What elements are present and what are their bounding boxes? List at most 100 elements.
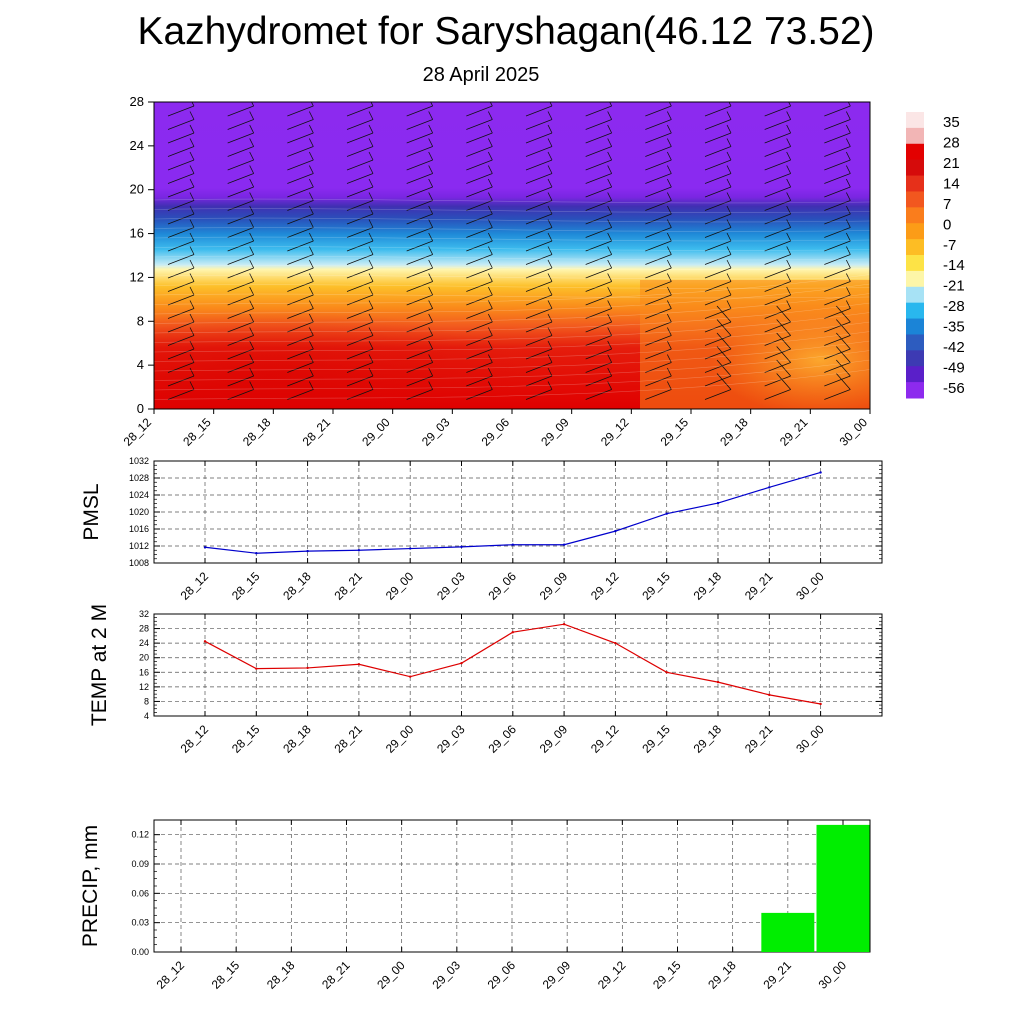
wind-barb	[466, 246, 493, 265]
wind-barb	[346, 102, 374, 117]
wind-barb	[525, 259, 553, 279]
wind-barb	[287, 138, 314, 157]
wind-barb	[585, 286, 613, 306]
wind-barb	[704, 332, 732, 360]
temp-x-tick-label: 29_12	[588, 722, 622, 756]
pmsl-point	[614, 529, 617, 533]
wind-barb	[287, 124, 314, 144]
wind-barb	[704, 300, 732, 319]
contour-line	[154, 198, 870, 204]
pmsl-x-tick-label: 29_21	[742, 569, 776, 603]
wind-barb	[167, 313, 195, 333]
wind-barb	[167, 219, 195, 238]
wind-barb	[585, 313, 613, 333]
temp-y-tick-label: 32	[139, 609, 149, 619]
wind-barb	[406, 232, 434, 252]
wind-barb	[287, 286, 314, 306]
wind-barb	[227, 327, 255, 346]
contour-line	[154, 331, 870, 362]
wind-barb	[406, 124, 434, 144]
colorbar-label: 0	[943, 216, 951, 233]
wind-barb	[466, 381, 493, 400]
wind-barb	[167, 138, 195, 157]
wind-barb	[704, 219, 732, 238]
temp-x-tick-label: 29_06	[485, 722, 519, 756]
wind-barb	[645, 367, 672, 387]
pmsl-x-tick-label: 29_00	[383, 569, 417, 603]
wind-barb	[227, 165, 255, 184]
pmsl-point	[819, 471, 822, 474]
wind-barb	[585, 259, 613, 279]
wind-barb	[227, 273, 255, 292]
contour-line	[154, 236, 870, 242]
temp-x-tick-label: 29_21	[742, 722, 776, 756]
temp-y-tick-label: 28	[139, 624, 149, 634]
wind-barb	[645, 138, 672, 157]
wind-barb	[227, 232, 255, 252]
colorbar-swatch	[906, 239, 924, 256]
wind-barb	[227, 205, 255, 225]
wind-barb	[406, 259, 434, 279]
wind-barb	[585, 165, 613, 184]
wind-barb	[406, 367, 434, 387]
wind-barb	[585, 246, 613, 265]
colorbar-swatch	[906, 191, 924, 208]
wind-barb	[167, 246, 195, 265]
wind-barb	[406, 354, 434, 373]
wind-barb	[704, 373, 732, 400]
wind-barb	[704, 102, 732, 117]
colorbar-swatch	[906, 286, 924, 304]
wind-barb	[525, 246, 553, 265]
wind-barb	[346, 381, 374, 400]
wind-barb	[525, 205, 553, 225]
wind-barb	[704, 151, 732, 171]
precip-y-tick-label: 0.06	[131, 888, 149, 898]
wind-barb	[824, 138, 851, 157]
wind-barb	[764, 219, 792, 238]
precip-bar	[761, 912, 815, 952]
wind-barb	[167, 124, 195, 144]
wind-barb	[764, 232, 792, 252]
wind-barb	[227, 246, 255, 265]
wind-barb	[525, 273, 553, 292]
wind-barb	[645, 192, 672, 211]
wind-barb	[645, 246, 672, 265]
precip-x-tick-label: 29_21	[760, 958, 794, 992]
wind-barb	[406, 138, 434, 157]
precip-y-tick-label: 0.00	[131, 947, 149, 957]
wind-barb	[406, 313, 434, 333]
wind-barb	[585, 192, 613, 211]
temp-point	[819, 702, 822, 706]
wind-barb	[525, 381, 553, 400]
wind-barb	[287, 219, 314, 238]
temp-y-tick-label: 24	[139, 638, 149, 648]
wind-barb	[525, 313, 553, 333]
wind-barb	[466, 354, 493, 373]
wind-barb	[764, 346, 791, 373]
wind-barb	[704, 259, 732, 279]
colorbar-label: -42	[943, 339, 965, 356]
wind-barb	[287, 111, 314, 130]
wind-barb	[406, 165, 434, 184]
heatmap-x-tick-label: 30_00	[837, 415, 871, 449]
heatmap-x-tick-label: 29_18	[717, 415, 751, 449]
colorbar-swatch	[906, 159, 924, 177]
warm-core	[154, 310, 530, 409]
contour-line	[154, 265, 870, 270]
wind-barb	[585, 300, 613, 319]
wind-barb	[406, 219, 434, 238]
wind-barb	[167, 102, 195, 117]
heatmap-x-tick-label: 28_15	[180, 415, 214, 449]
wind-barb	[466, 340, 493, 360]
temp-point	[357, 663, 361, 666]
wind-barb	[585, 340, 613, 360]
wind-barb	[645, 219, 672, 238]
heatmap-x-tick-label: 29_03	[419, 415, 453, 449]
precip-x-tick-label: 28_15	[209, 958, 243, 992]
pmsl-point	[511, 543, 514, 546]
wind-barb	[227, 138, 255, 157]
heatmap-x-tick-label: 29_21	[777, 415, 811, 449]
wind-barb	[466, 367, 493, 387]
wind-barb	[167, 259, 195, 279]
